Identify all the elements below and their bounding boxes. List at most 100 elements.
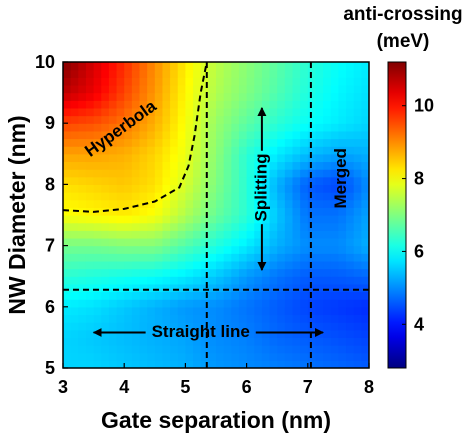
heatmap-cell (116, 184, 125, 193)
heatmap-cell (139, 352, 148, 361)
heatmap-cell (170, 69, 179, 78)
hyperbola-boundary (63, 62, 208, 213)
heatmap-cell (78, 291, 87, 300)
heatmap-cell (78, 253, 87, 262)
heatmap-cell (124, 260, 133, 270)
heatmap-cell (353, 276, 362, 285)
heatmap-cell (108, 153, 118, 163)
heatmap-cell (116, 230, 125, 239)
heatmap-cell (162, 207, 171, 216)
heatmap-cell (292, 322, 301, 331)
heatmap-cell (139, 291, 148, 300)
heatmap-cell (246, 245, 255, 254)
heatmap-cell (284, 276, 294, 285)
heatmap-cell (193, 306, 202, 316)
heatmap-cell (238, 69, 248, 78)
heatmap-cell (208, 337, 217, 346)
heatmap-cell (162, 138, 171, 147)
heatmap-cell (78, 176, 87, 185)
heatmap-cell (254, 337, 263, 346)
heatmap-cell (261, 260, 271, 270)
heatmap-cell (154, 100, 164, 109)
heatmap-cell (139, 253, 148, 262)
heatmap-cell (216, 138, 225, 147)
heatmap-cell (93, 314, 102, 323)
heatmap-cell (124, 199, 133, 208)
heatmap-cell (170, 169, 179, 178)
heatmap-cell (124, 268, 133, 277)
heatmap-cell (269, 337, 278, 346)
heatmap-cell (277, 146, 286, 155)
heatmap-cell (269, 176, 278, 185)
heatmap-cell (216, 107, 225, 117)
heatmap-cell (323, 253, 332, 262)
heatmap-cell (193, 69, 202, 78)
heatmap-cell (315, 184, 324, 193)
heatmap-cell (254, 245, 263, 254)
heatmap-cell (284, 215, 294, 224)
heatmap-cell (170, 276, 179, 285)
heatmap-cell (93, 276, 102, 285)
heatmap-cell (193, 184, 202, 193)
heatmap-cell (246, 360, 255, 368)
heatmap-cell (170, 222, 179, 231)
heatmap-cell (315, 299, 324, 308)
heatmap-cell (162, 199, 171, 208)
heatmap-cell (238, 268, 248, 277)
heatmap-cell (101, 123, 110, 132)
heatmap-cell (93, 283, 102, 293)
heatmap-cell (208, 306, 217, 316)
heatmap-cell (269, 153, 278, 163)
heatmap-cell (101, 77, 110, 86)
heatmap-cell (116, 77, 125, 86)
heatmap-cell (292, 153, 301, 163)
heatmap-cell (193, 138, 202, 147)
heatmap-cell (124, 245, 133, 254)
heatmap-cell (101, 360, 110, 368)
heatmap-cell (131, 322, 141, 331)
heatmap-cell (300, 146, 309, 155)
heatmap-cell (63, 222, 72, 231)
heatmap-cell (162, 107, 171, 117)
heatmap-cell (292, 345, 301, 354)
annotation-straight-line: Straight line (152, 322, 250, 341)
heatmap-cell (177, 283, 186, 293)
heatmap-cell (108, 146, 118, 155)
heatmap-cell (177, 306, 186, 316)
heatmap-cell (170, 299, 179, 308)
heatmap-cell (154, 199, 164, 208)
heatmap-cell (353, 260, 362, 270)
heatmap-cell (70, 222, 79, 231)
heatmap-cell (170, 329, 179, 338)
heatmap-cell (185, 329, 194, 338)
heatmap-cell (323, 237, 332, 247)
heatmap-cell (170, 322, 179, 331)
heatmap-cell (338, 161, 347, 170)
heatmap-cell (131, 345, 141, 354)
heatmap-cell (85, 69, 95, 78)
heatmap-cell (338, 176, 347, 185)
heatmap-cell (162, 260, 171, 270)
heatmap-cell (131, 245, 141, 254)
heatmap-cell (70, 77, 79, 86)
heatmap-cell (300, 253, 309, 262)
heatmap-cell (269, 345, 278, 354)
heatmap-cell (101, 291, 110, 300)
heatmap-cell (323, 115, 332, 124)
heatmap-cell (208, 100, 217, 109)
heatmap-cell (162, 77, 171, 86)
heatmap-cell (101, 299, 110, 308)
heatmap-cell (193, 77, 202, 86)
heatmap-cell (300, 352, 309, 361)
heatmap-cell (124, 130, 133, 140)
heatmap-cell (231, 306, 240, 316)
heatmap-cell (353, 100, 362, 109)
heatmap-cell (284, 161, 294, 170)
heatmap-cell (185, 260, 194, 270)
heatmap-cell (70, 268, 79, 277)
heatmap-cell (177, 115, 186, 124)
heatmap-cell (353, 268, 362, 277)
heatmap-cell (307, 107, 317, 117)
heatmap-cell (200, 130, 209, 140)
heatmap-cell (193, 360, 202, 368)
